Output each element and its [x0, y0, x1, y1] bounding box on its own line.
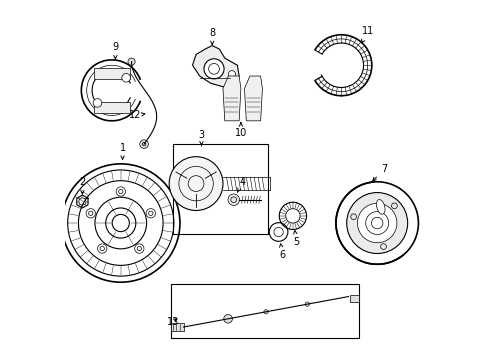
Polygon shape — [192, 45, 239, 87]
Circle shape — [93, 99, 102, 107]
Polygon shape — [244, 76, 262, 121]
Text: 9: 9 — [112, 42, 118, 59]
Circle shape — [169, 157, 223, 211]
Text: 13: 13 — [166, 317, 179, 327]
Circle shape — [264, 310, 267, 314]
Text: 6: 6 — [279, 244, 285, 260]
Text: 1: 1 — [119, 143, 125, 159]
Text: 12: 12 — [129, 111, 144, 121]
Circle shape — [357, 203, 396, 243]
Text: 4: 4 — [237, 177, 245, 192]
Text: 3: 3 — [198, 130, 204, 146]
Circle shape — [140, 140, 148, 148]
Text: 10: 10 — [234, 123, 246, 138]
Text: 11: 11 — [361, 26, 374, 43]
Circle shape — [128, 58, 135, 65]
Text: 8: 8 — [209, 28, 215, 44]
Bar — [172, 144, 267, 234]
Circle shape — [203, 59, 224, 79]
Text: 7: 7 — [372, 164, 386, 181]
Circle shape — [228, 71, 235, 78]
Polygon shape — [94, 68, 129, 79]
Text: 5: 5 — [293, 230, 299, 247]
Text: 2: 2 — [79, 177, 85, 194]
Polygon shape — [223, 76, 241, 121]
Bar — [349, 296, 359, 302]
Polygon shape — [94, 102, 129, 113]
Circle shape — [227, 194, 239, 206]
Bar — [171, 284, 359, 338]
Circle shape — [305, 302, 309, 306]
Bar — [171, 323, 183, 331]
Ellipse shape — [376, 199, 384, 214]
Circle shape — [122, 73, 130, 82]
Circle shape — [224, 315, 232, 323]
Circle shape — [346, 193, 407, 253]
